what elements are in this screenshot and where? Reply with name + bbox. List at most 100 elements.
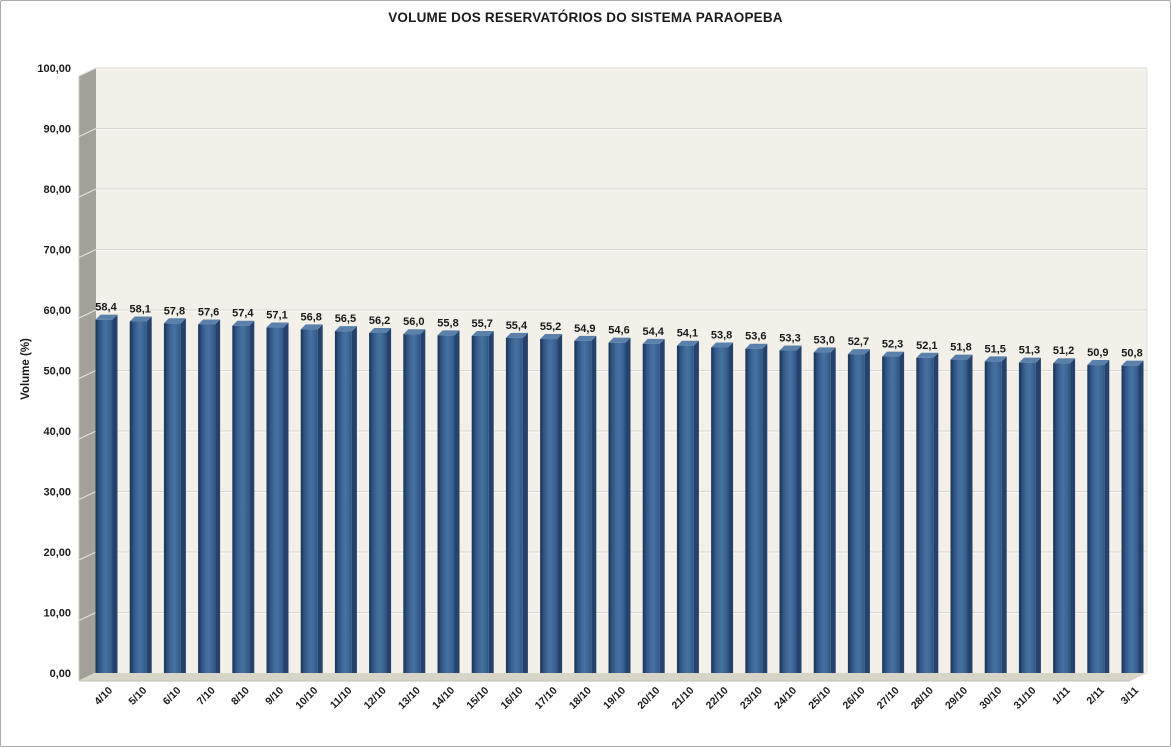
- x-tick-label: 16/10: [498, 685, 525, 712]
- bar-value-label: 50,9: [1087, 347, 1108, 359]
- x-tick-label: 14/10: [430, 685, 457, 712]
- x-tick-label: 23/10: [738, 685, 765, 712]
- x-tick-label: 10/10: [293, 685, 320, 712]
- bar-top-face: [882, 351, 905, 357]
- bar-side-face: [728, 342, 734, 673]
- bar: 51,8: [950, 342, 973, 673]
- bar: 58,4: [95, 302, 118, 673]
- bar-side-face: [864, 349, 870, 673]
- bar-front-face: [266, 327, 284, 673]
- bar-value-label: 52,3: [882, 339, 903, 351]
- bar: 51,5: [984, 343, 1007, 673]
- bar-top-face: [1053, 358, 1076, 364]
- bar-top-face: [574, 335, 597, 341]
- wall-tick-line: [78, 309, 97, 319]
- bar-top-face: [95, 314, 118, 320]
- x-tick-label: 25/10: [806, 685, 833, 712]
- bar-front-face: [232, 325, 250, 673]
- bar: 51,2: [1053, 345, 1076, 673]
- x-tick-label: 19/10: [601, 685, 628, 712]
- bar-top-face: [471, 331, 494, 337]
- floor-3d: [79, 673, 1147, 681]
- bar-front-face: [334, 331, 352, 673]
- bar-side-face: [112, 314, 118, 673]
- bar-side-face: [1001, 356, 1007, 673]
- y-tick-label: 0,00: [50, 668, 71, 680]
- bar: 57,8: [164, 305, 186, 673]
- bar-value-label: 53,8: [711, 330, 732, 342]
- x-tick-label: 5/10: [126, 685, 149, 708]
- bar-front-face: [1121, 365, 1139, 673]
- bar-top-face: [300, 324, 323, 330]
- bar-value-label: 57,8: [164, 305, 185, 317]
- bar-side-face: [386, 327, 392, 673]
- wall-tick-line: [78, 188, 97, 198]
- bar-front-face: [198, 324, 216, 673]
- bar-top-face: [334, 326, 357, 332]
- bar: 55,4: [506, 320, 528, 673]
- x-tick-label: 13/10: [396, 685, 423, 712]
- bar: 56,0: [403, 316, 426, 673]
- bar-front-face: [163, 323, 181, 673]
- bar-top-face: [916, 352, 939, 358]
- bar-side-face: [625, 337, 631, 673]
- x-tick-label: 27/10: [875, 685, 902, 712]
- bar-value-label: 56,0: [403, 316, 424, 328]
- bar-value-label: 54,9: [574, 323, 595, 335]
- bar-value-label: 51,2: [1053, 345, 1074, 357]
- bar-top-face: [745, 343, 768, 349]
- bar-value-label: 56,8: [300, 311, 321, 323]
- bar-side-face: [762, 343, 768, 673]
- bar-side-face: [215, 319, 221, 673]
- bar-front-face: [300, 329, 318, 673]
- wall-tick-line: [78, 248, 97, 259]
- bar: 50,9: [1087, 347, 1110, 673]
- bar-value-label: 52,7: [848, 336, 869, 348]
- bar-front-face: [95, 319, 113, 673]
- bar-top-face: [540, 334, 563, 340]
- bar-top-face: [403, 329, 426, 335]
- bar-front-face: [1087, 365, 1105, 673]
- bar-side-face: [317, 324, 323, 673]
- x-tick-label: 12/10: [362, 685, 389, 712]
- bar-side-face: [1104, 360, 1110, 673]
- bar: 53,8: [711, 330, 734, 673]
- bar-side-face: [146, 316, 152, 673]
- wall-tick-line: [78, 369, 97, 380]
- y-tick-label: 60,00: [43, 305, 71, 317]
- bar-front-face: [574, 340, 592, 673]
- bar: 55,7: [471, 318, 494, 673]
- bar-side-face: [591, 335, 597, 673]
- bar: 56,2: [369, 315, 392, 673]
- bar-front-face: [129, 321, 147, 673]
- x-tick-label: 11/10: [328, 685, 355, 712]
- bar-side-face: [454, 330, 460, 673]
- bar-top-face: [984, 356, 1007, 362]
- y-tick-label: 80,00: [43, 184, 71, 196]
- bar-front-face: [745, 348, 763, 673]
- bar-value-label: 56,5: [335, 313, 356, 325]
- bar-top-face: [1087, 360, 1110, 366]
- bar-value-label: 53,6: [745, 331, 766, 343]
- bar-value-label: 51,3: [1019, 345, 1040, 357]
- bar: 57,6: [198, 307, 221, 673]
- bar-front-face: [540, 339, 558, 673]
- bar-front-face: [847, 354, 865, 673]
- x-tick-label: 30/10: [977, 685, 1004, 712]
- y-tick-label: 10,00: [43, 608, 71, 620]
- bar-front-face: [779, 350, 797, 673]
- bar-value-label: 51,8: [950, 342, 971, 354]
- bar-top-face: [711, 342, 734, 348]
- bar-front-face: [369, 332, 387, 673]
- bar-value-label: 55,2: [540, 321, 561, 333]
- bar-front-face: [1018, 362, 1036, 673]
- bar-front-face: [813, 352, 831, 673]
- y-tick-label: 30,00: [43, 487, 71, 499]
- x-tick-label: 17/10: [533, 685, 560, 712]
- bar-value-label: 53,3: [779, 333, 800, 345]
- x-tick-label: 21/10: [669, 685, 696, 712]
- x-tick-label: 9/10: [263, 685, 286, 708]
- bar: 53,0: [813, 334, 836, 673]
- y-tick-label: 100,00: [37, 63, 71, 75]
